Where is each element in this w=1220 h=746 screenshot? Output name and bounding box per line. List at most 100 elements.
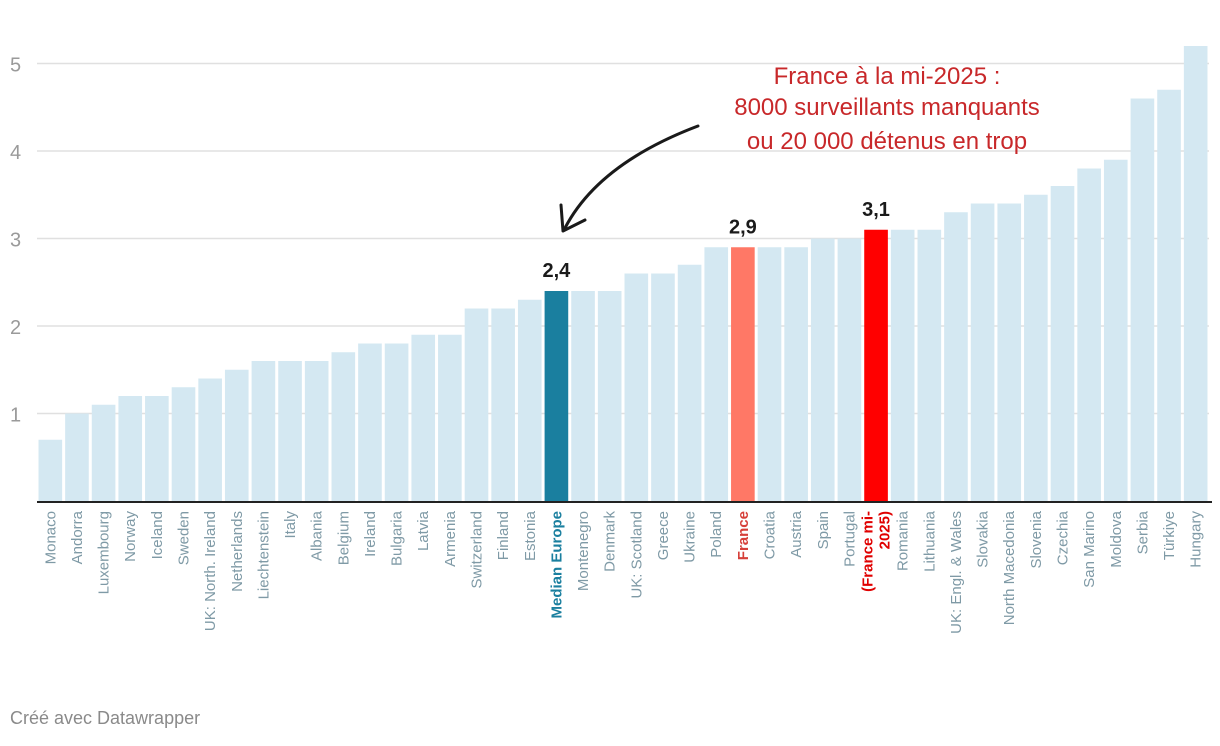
bar-austria <box>784 247 808 501</box>
x-tick-label-slovenia-line-1: Slovenia <box>1028 510 1045 568</box>
x-tick-label-luxembourg: Luxembourg <box>96 511 113 594</box>
bar-ireland <box>358 343 382 501</box>
bar-latvia <box>411 334 436 501</box>
bar-monaco <box>38 439 63 501</box>
value-label-france: 2,9 <box>729 216 757 238</box>
x-tick-label-t-rkiye-line-1: Türkiye <box>1161 511 1178 560</box>
x-tick-label-romania: Romania <box>895 510 912 571</box>
footer-credit: Créé avec Datawrapper <box>10 708 201 728</box>
bar-greece <box>651 273 675 501</box>
bar-uk-north-ireland <box>198 378 222 501</box>
x-tick-label-albania: Albania <box>309 510 326 561</box>
x-tick-label-czechia-line-1: Czechia <box>1055 510 1072 565</box>
bar-croatia <box>757 247 782 501</box>
x-tick-label-france-line-1: France <box>735 511 752 560</box>
bar-montenegro <box>571 291 595 501</box>
bar-norway <box>118 396 143 501</box>
x-tick-label-switzerland-line-1: Switzerland <box>469 511 486 589</box>
bar-poland <box>704 247 729 501</box>
x-tick-label-uk-engl-wales-line-1: UK: Engl. & Wales <box>948 511 965 634</box>
x-tick-label-uk-north-ireland-line-1: UK: North. Ireland <box>202 511 219 631</box>
x-tick-label-north-macedonia: North Macedonia <box>1001 510 1018 625</box>
x-tick-label-north-macedonia-line-1: North Macedonia <box>1001 510 1018 625</box>
bar-portugal <box>837 238 862 501</box>
x-tick-label-greece-line-1: Greece <box>655 511 672 560</box>
bar-switzerland <box>464 308 489 501</box>
x-tick-label-denmark-line-1: Denmark <box>602 511 619 572</box>
x-tick-label-spain-line-1: Spain <box>815 511 832 549</box>
bar-sweden <box>171 387 196 501</box>
x-tick-label-denmark: Denmark <box>602 511 619 572</box>
x-tick-label-finland: Finland <box>495 511 512 560</box>
x-tick-label-austria: Austria <box>788 510 805 557</box>
bar-slovakia <box>970 203 995 501</box>
bar-ukraine <box>677 264 702 501</box>
x-tick-label-hungary-line-1: Hungary <box>1188 511 1205 568</box>
x-tick-label-lithuania: Lithuania <box>921 510 938 572</box>
bar-belgium <box>331 352 356 501</box>
bar-armenia <box>438 334 462 501</box>
x-tick-label-latvia-line-1: Latvia <box>415 510 432 551</box>
x-tick-label-serbia-line-1: Serbia <box>1134 510 1151 554</box>
x-tick-label-italy: Italy <box>282 511 299 539</box>
bar-italy <box>278 361 302 501</box>
bar-romania <box>890 229 915 501</box>
x-tick-label-france-mi-2025: (France mi- 2025) <box>860 511 894 592</box>
x-tick-label-uk-scotland: UK: Scotland <box>628 511 645 599</box>
bar-t-rkiye <box>1157 89 1181 501</box>
bar-uk-scotland <box>624 273 649 501</box>
x-tick-label-liechtenstein-line-1: Liechtenstein <box>255 511 272 599</box>
x-tick-label-norway: Norway <box>122 511 139 562</box>
x-tick-label-netherlands: Netherlands <box>229 511 246 592</box>
x-tick-label-median-europe-line-1: Median Europe <box>548 511 565 619</box>
x-tick-label-czechia: Czechia <box>1055 510 1072 565</box>
annotation-arrowhead <box>559 203 587 233</box>
x-tick-label-spain: Spain <box>815 511 832 549</box>
bar-moldova <box>1103 159 1128 501</box>
x-tick-label-montenegro: Montenegro <box>575 511 592 591</box>
x-tick-label-slovakia-line-1: Slovakia <box>975 510 992 567</box>
y-tick-label-5: 5 <box>10 55 21 77</box>
x-tick-label-slovakia: Slovakia <box>975 510 992 567</box>
bar-spain <box>810 238 835 501</box>
bar-albania <box>304 361 329 501</box>
annotation-line-3: ou 20 000 détenus en trop <box>747 128 1027 155</box>
bar-hungary <box>1183 46 1208 501</box>
bar-france-mi-2025 <box>864 229 888 501</box>
x-tick-label-armenia-line-1: Armenia <box>442 510 459 567</box>
x-tick-label-switzerland: Switzerland <box>469 511 486 589</box>
x-tick-label-luxembourg-line-1: Luxembourg <box>96 511 113 594</box>
bar-finland <box>491 308 515 501</box>
value-label-france-mi-2025: 3,1 <box>862 199 890 221</box>
bar-north-macedonia <box>997 203 1022 501</box>
x-tick-label-latvia: Latvia <box>415 510 432 551</box>
bar-andorra <box>65 413 89 501</box>
bar-lithuania <box>917 229 942 501</box>
x-tick-label-t-rkiye: Türkiye <box>1161 511 1178 560</box>
x-tick-label-hungary: Hungary <box>1188 511 1205 568</box>
x-tick-label-albania-line-1: Albania <box>309 510 326 561</box>
x-tick-label-norway-line-1: Norway <box>122 511 139 562</box>
x-tick-label-andorra: Andorra <box>69 510 86 564</box>
bar-iceland <box>145 396 169 501</box>
x-tick-label-sweden-line-1: Sweden <box>176 511 193 565</box>
bar-uk-engl-wales <box>944 212 968 501</box>
y-tick-label-2: 2 <box>10 317 21 339</box>
x-tick-label-ireland: Ireland <box>362 511 379 557</box>
x-tick-label-estonia: Estonia <box>522 510 539 561</box>
x-tick-label-croatia: Croatia <box>762 510 779 559</box>
x-tick-label-romania-line-1: Romania <box>895 510 912 571</box>
bar-estonia <box>517 299 542 501</box>
x-tick-label-lithuania-line-1: Lithuania <box>921 510 938 572</box>
bar-netherlands <box>224 369 249 501</box>
x-tick-label-ukraine: Ukraine <box>682 511 699 563</box>
x-tick-label-iceland-line-1: Iceland <box>149 511 166 559</box>
x-tick-label-france-mi-2025-line-1: (France mi- <box>860 511 877 592</box>
x-tick-label-italy-line-1: Italy <box>282 511 299 539</box>
x-tick-label-iceland: Iceland <box>149 511 166 559</box>
y-tick-label-1: 1 <box>10 405 21 427</box>
x-tick-label-bulgaria-line-1: Bulgaria <box>389 510 406 566</box>
x-tick-label-san-marino-line-1: San Marino <box>1081 511 1098 588</box>
bar-bulgaria <box>384 343 409 501</box>
x-tick-label-armenia: Armenia <box>442 510 459 567</box>
